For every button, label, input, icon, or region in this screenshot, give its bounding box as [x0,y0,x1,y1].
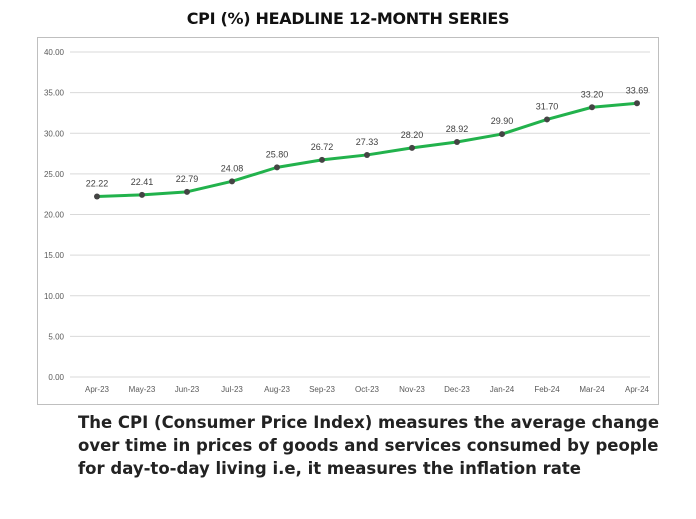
y-tick-label: 20.00 [44,211,65,220]
data-label: 28.92 [446,124,469,134]
data-label: 28.20 [401,130,424,140]
data-label: 22.22 [86,178,109,188]
data-point [589,104,595,111]
data-label: 33.20 [581,89,604,99]
y-tick-label: 40.00 [44,48,65,57]
data-label: 22.41 [131,177,154,187]
y-tick-label: 25.00 [44,170,65,179]
data-point [409,144,415,151]
y-tick-label: 30.00 [44,129,65,138]
data-point [544,116,550,123]
x-tick-label: Apr-24 [625,385,650,394]
x-tick-label: Jul-23 [221,385,243,394]
data-point [229,178,235,185]
data-label: 22.79 [176,174,199,184]
x-tick-label: Nov-23 [399,385,425,394]
data-point [139,191,145,198]
caption: The CPI (Consumer Price Index) measures … [78,413,660,478]
y-tick-label: 5.00 [48,332,64,341]
data-point [94,193,100,200]
data-point [634,100,640,107]
y-tick-label: 10.00 [44,292,65,301]
data-label: 24.08 [221,163,244,173]
data-label: 25.80 [266,149,289,159]
data-label: 27.33 [356,137,379,147]
data-point [499,131,505,138]
data-point [454,139,460,146]
data-point [364,151,370,158]
data-label: 29.90 [491,116,514,126]
x-tick-label: May-23 [129,385,156,394]
data-label: 26.72 [311,142,334,152]
y-tick-label: 35.00 [44,89,65,98]
data-point [184,188,190,195]
data-label: 31.70 [536,101,559,111]
y-tick-label: 15.00 [44,251,65,260]
data-point [319,156,325,163]
x-tick-label: Feb-24 [534,385,560,394]
x-tick-label: Mar-24 [579,385,605,394]
x-tick-label: Oct-23 [355,385,380,394]
data-label: 33.69 [626,85,649,95]
chart-title: CPI (%) HEADLINE 12-MONTH SERIES [186,9,510,28]
chart-frame [37,37,659,405]
x-tick-label: Jun-23 [175,385,200,394]
x-tick-label: Aug-23 [264,385,290,394]
x-tick-label: Jan-24 [490,385,515,394]
x-tick-label: Apr-23 [85,385,110,394]
x-tick-label: Sep-23 [309,385,335,394]
data-point [274,164,280,171]
y-tick-label: 0.00 [48,373,64,382]
x-tick-label: Dec-23 [444,385,470,394]
